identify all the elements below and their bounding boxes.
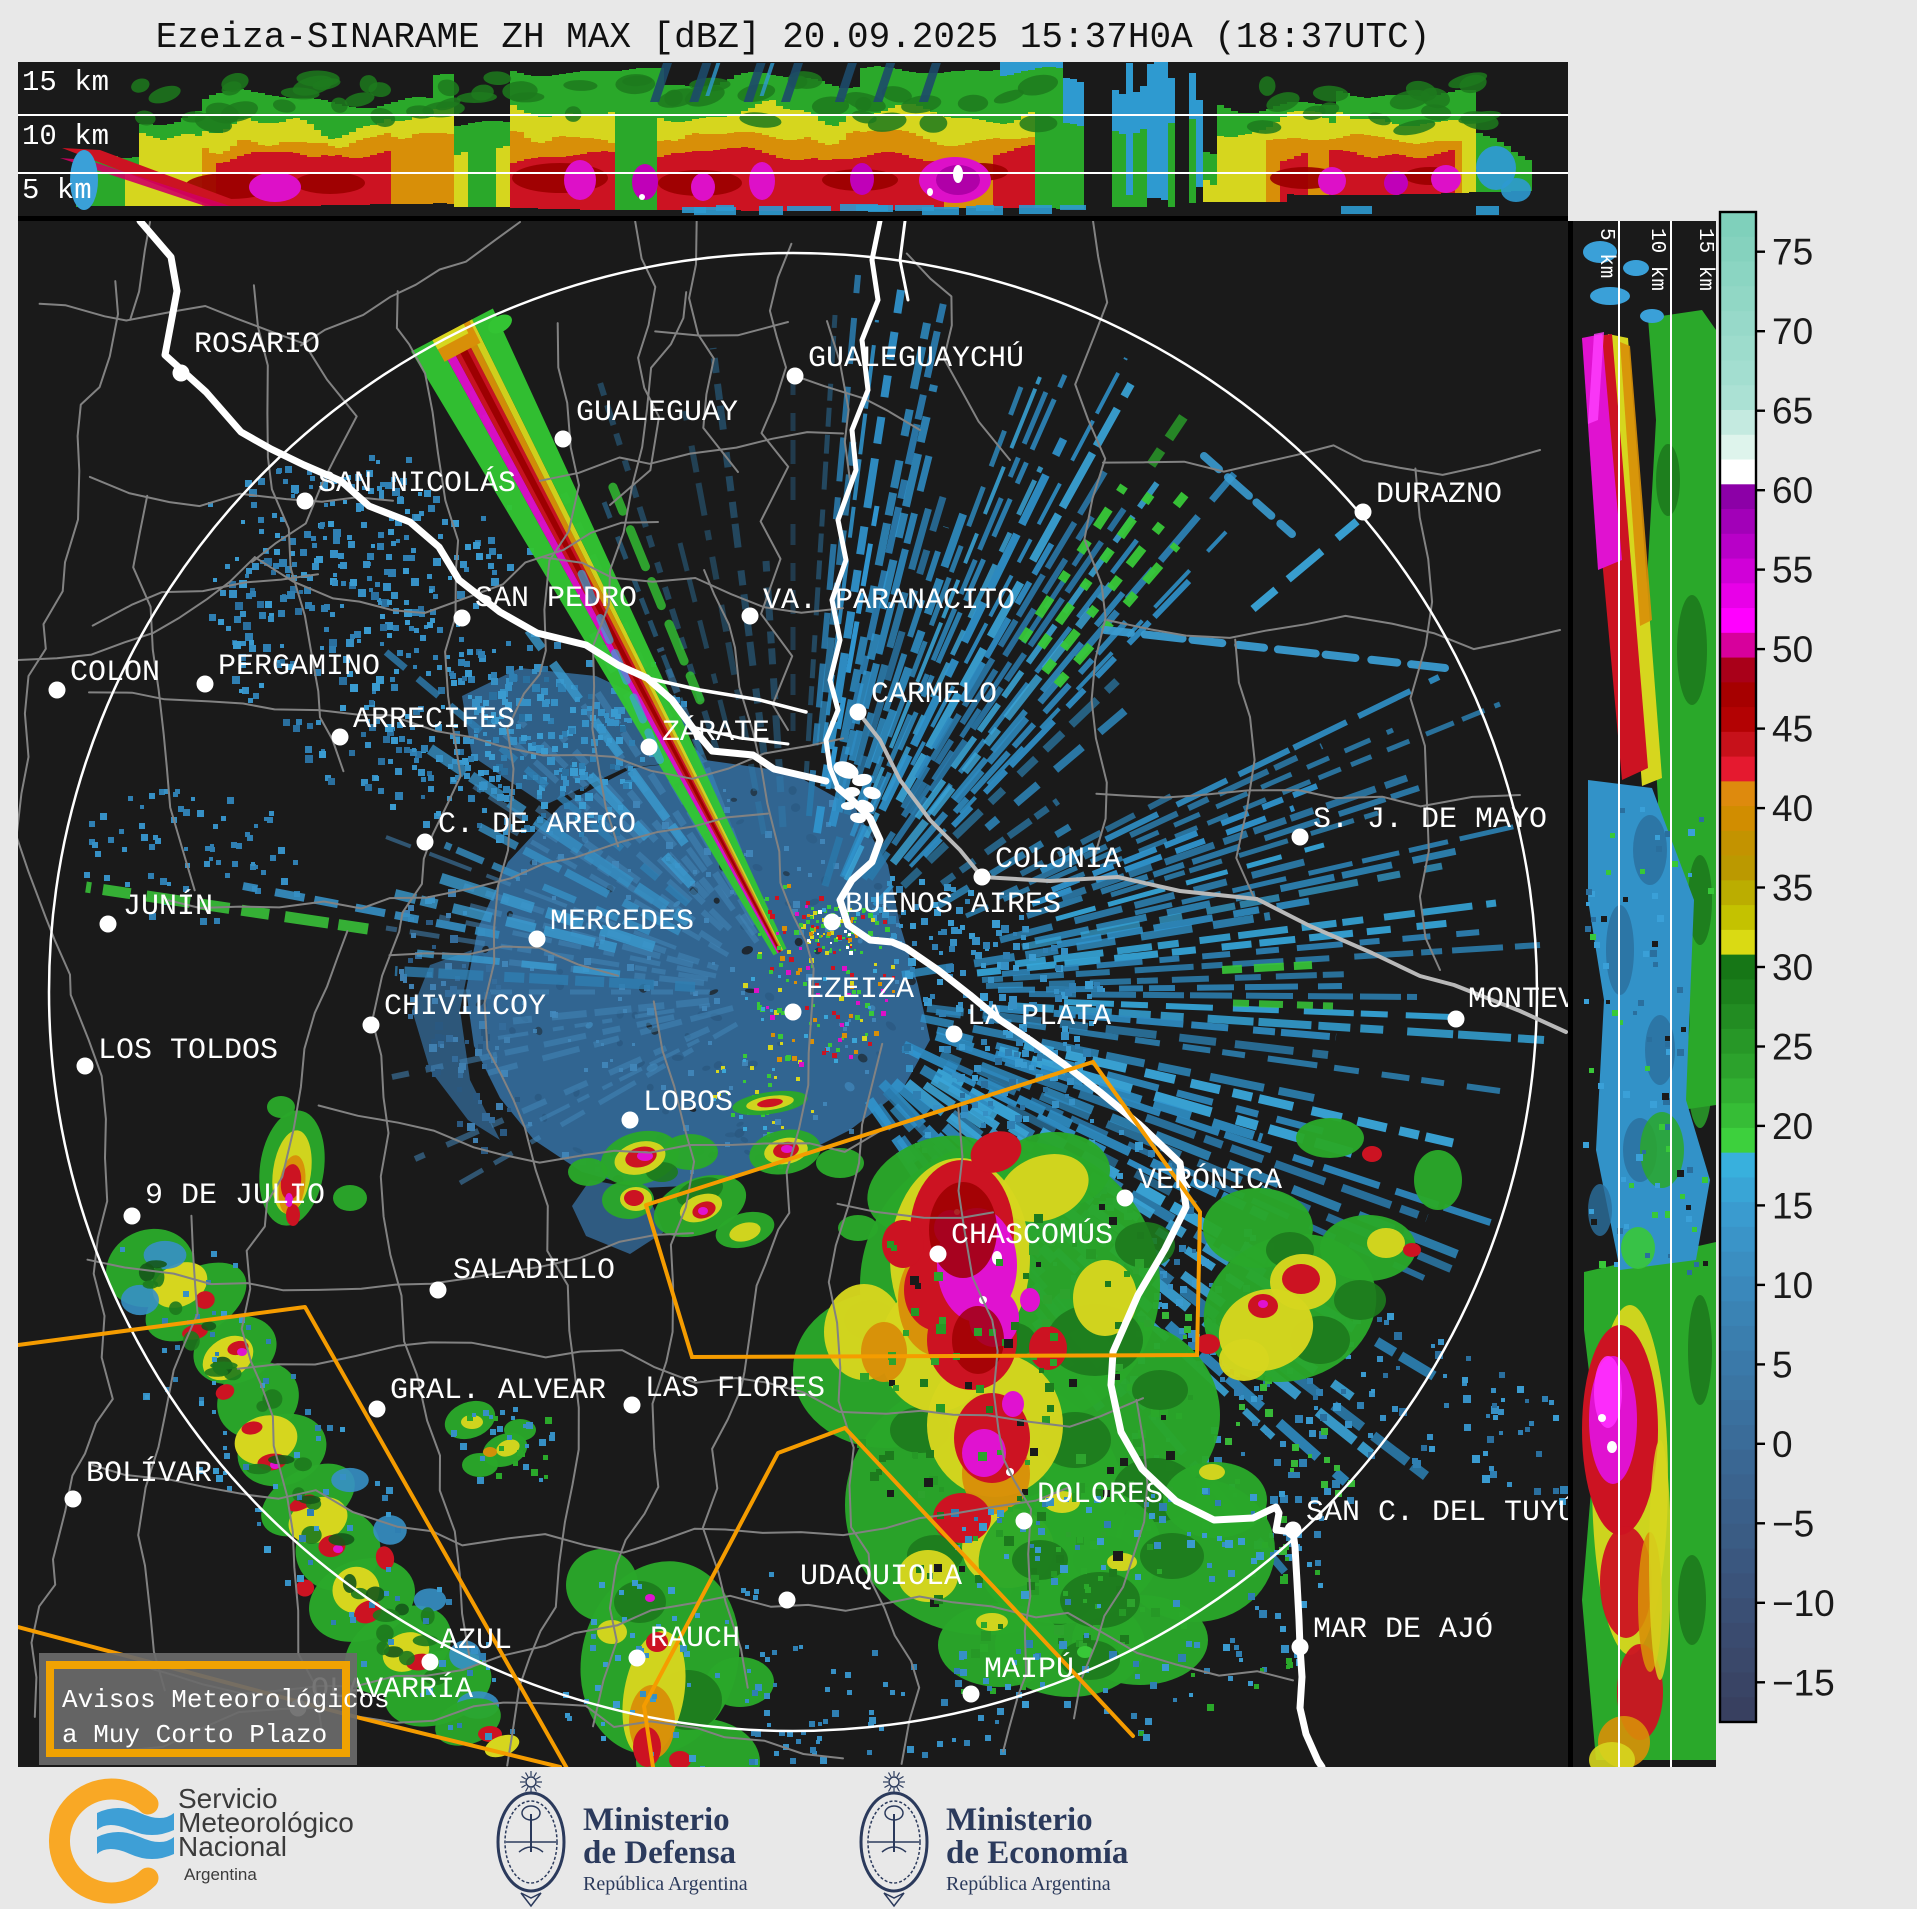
svg-text:Meteorológico: Meteorológico [178, 1807, 354, 1838]
svg-text:PERGAMINO: PERGAMINO [218, 650, 380, 684]
svg-text:Argentina: Argentina [184, 1865, 257, 1884]
svg-text:60: 60 [1772, 470, 1813, 511]
svg-text:10: 10 [1772, 1265, 1813, 1306]
svg-text:LAS FLORES: LAS FLORES [645, 1372, 825, 1406]
svg-text:de Economía: de Economía [946, 1835, 1128, 1871]
svg-text:MERCEDES: MERCEDES [550, 905, 694, 939]
svg-text:República Argentina: República Argentina [946, 1873, 1111, 1895]
svg-text:35: 35 [1772, 868, 1813, 909]
svg-text:SAN C. DEL TUYÚ: SAN C. DEL TUYÚ [1306, 1495, 1576, 1530]
svg-text:−15: −15 [1772, 1662, 1835, 1703]
svg-text:GUALEGUAY: GUALEGUAY [576, 396, 738, 430]
svg-text:COLONIA: COLONIA [995, 843, 1121, 877]
svg-text:15: 15 [1772, 1185, 1813, 1226]
svg-text:ROSARIO: ROSARIO [194, 328, 320, 362]
svg-text:75: 75 [1772, 232, 1813, 273]
svg-text:SAN NICOLÁS: SAN NICOLÁS [318, 466, 516, 501]
svg-text:Ministerio: Ministerio [946, 1802, 1093, 1838]
svg-text:5 km: 5 km [22, 174, 92, 207]
svg-text:10 km: 10 km [22, 120, 109, 153]
svg-text:MONTEVIDEO: MONTEVIDEO [1468, 983, 1648, 1017]
svg-text:C. DE ARECO: C. DE ARECO [438, 808, 636, 842]
svg-text:MAR DE AJÓ: MAR DE AJÓ [1313, 1612, 1493, 1647]
svg-text:15 km: 15 km [1693, 228, 1716, 291]
svg-text:S. J. DE MAYO: S. J. DE MAYO [1313, 803, 1547, 837]
svg-text:ARRECIFES: ARRECIFES [353, 703, 515, 737]
svg-text:JUNÍN: JUNÍN [123, 889, 213, 924]
svg-text:VERÓNICA: VERÓNICA [1138, 1163, 1282, 1198]
svg-text:ZÁRATE: ZÁRATE [662, 715, 770, 750]
svg-text:70: 70 [1772, 311, 1813, 352]
svg-text:SALADILLO: SALADILLO [453, 1254, 615, 1288]
svg-text:BUENOS AIRES: BUENOS AIRES [845, 888, 1061, 922]
svg-text:−10: −10 [1772, 1583, 1835, 1624]
svg-text:55: 55 [1772, 550, 1813, 591]
svg-text:−5: −5 [1772, 1503, 1814, 1544]
svg-text:5: 5 [1772, 1344, 1793, 1385]
svg-text:DURAZNO: DURAZNO [1376, 478, 1502, 512]
svg-text:MAIPÚ: MAIPÚ [984, 1652, 1074, 1687]
svg-text:CHIVILCOY: CHIVILCOY [384, 990, 546, 1024]
svg-text:Servicio: Servicio [178, 1783, 278, 1814]
svg-text:20: 20 [1772, 1106, 1813, 1147]
svg-text:Ministerio: Ministerio [583, 1802, 730, 1838]
svg-text:de Defensa: de Defensa [583, 1835, 736, 1871]
svg-text:CHASCOMÚS: CHASCOMÚS [951, 1218, 1113, 1253]
svg-text:CARMELO: CARMELO [871, 678, 997, 712]
svg-text:5 km: 5 km [1594, 228, 1617, 278]
svg-text:40: 40 [1772, 788, 1813, 829]
svg-text:GRAL. ALVEAR: GRAL. ALVEAR [390, 1374, 606, 1408]
svg-text:LOS TOLDOS: LOS TOLDOS [98, 1034, 278, 1068]
svg-text:LOBOS: LOBOS [643, 1086, 733, 1120]
svg-text:DOLORES: DOLORES [1037, 1478, 1163, 1512]
svg-text:AZUL: AZUL [440, 1624, 512, 1658]
svg-text:45: 45 [1772, 709, 1813, 750]
svg-text:LA PLATA: LA PLATA [967, 1000, 1111, 1034]
svg-text:VA. PARANACITO: VA. PARANACITO [763, 584, 1015, 618]
svg-text:GUALEGUAYCHÚ: GUALEGUAYCHÚ [808, 341, 1024, 376]
svg-text:9 DE JULIO: 9 DE JULIO [145, 1179, 325, 1213]
svg-text:a Muy Corto Plazo: a Muy Corto Plazo [62, 1720, 327, 1750]
svg-text:RAUCH: RAUCH [650, 1622, 740, 1656]
svg-text:65: 65 [1772, 391, 1813, 432]
svg-text:EZEIZA: EZEIZA [806, 973, 914, 1007]
svg-text:BOLÍVAR: BOLÍVAR [86, 1456, 212, 1491]
svg-text:10 km: 10 km [1645, 228, 1668, 291]
svg-text:Nacional: Nacional [178, 1831, 287, 1862]
svg-text:0: 0 [1772, 1424, 1793, 1465]
svg-text:15 km: 15 km [22, 66, 109, 99]
svg-text:Avisos Meteorológicos: Avisos Meteorológicos [62, 1685, 390, 1715]
svg-text:República Argentina: República Argentina [583, 1873, 748, 1895]
svg-text:50: 50 [1772, 629, 1813, 670]
svg-text:SAN PEDRO: SAN PEDRO [475, 582, 637, 616]
svg-text:UDAQUIOLA: UDAQUIOLA [800, 1560, 962, 1594]
svg-text:Ezeiza-SINARAME ZH MAX [dBZ] 2: Ezeiza-SINARAME ZH MAX [dBZ] 20.09.2025 … [156, 17, 1431, 58]
svg-text:30: 30 [1772, 947, 1813, 988]
svg-text:25: 25 [1772, 1027, 1813, 1068]
svg-text:COLON: COLON [70, 656, 160, 690]
